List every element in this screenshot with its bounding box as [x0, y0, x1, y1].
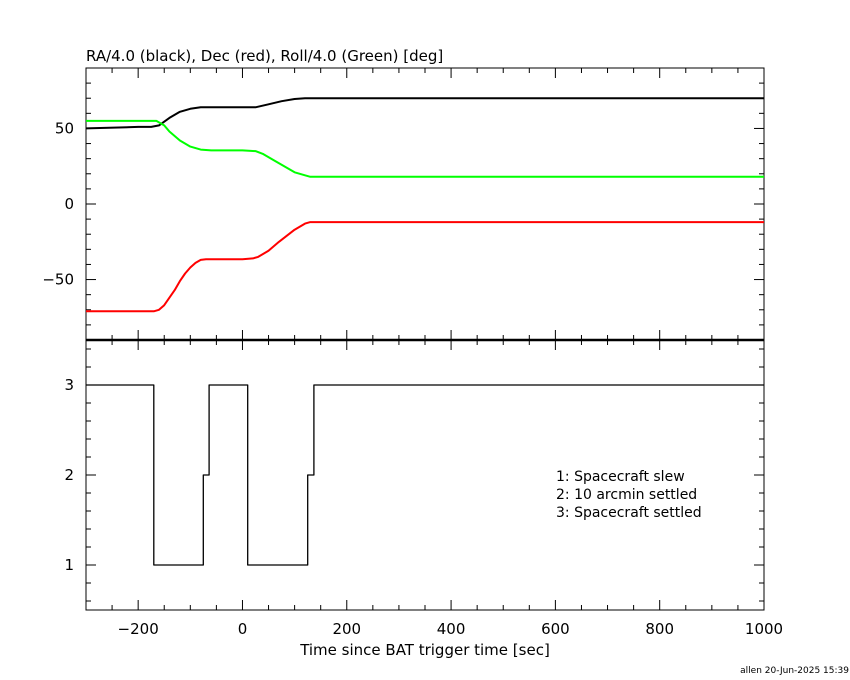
legend-line-slew: 1: Spacecraft slew — [556, 469, 685, 485]
attitude-panel: 50 0 −50 — [42, 67, 765, 341]
status-y-tick-label: 3 — [64, 376, 74, 394]
legend-line-10-arcmin: 2: 10 arcmin settled — [556, 487, 697, 503]
x-tick-label: 200 — [332, 620, 361, 638]
x-tick-label: 0 — [238, 620, 248, 638]
attitude-y-tick-label: 0 — [64, 195, 74, 213]
attitude-series-line-1 — [86, 221, 764, 313]
footer-credit: allen 20-Jun-2025 15:39 — [740, 666, 849, 676]
status-series-line-0 — [86, 384, 764, 566]
x-tick-label: 600 — [541, 620, 570, 638]
x-axis-label: Time since BAT trigger time [sec] — [299, 641, 550, 659]
status-y-tick-label: 2 — [64, 466, 74, 484]
attitude-y-tick-label: 50 — [55, 119, 74, 137]
chart-title: RA/4.0 (black), Dec (red), Roll/4.0 (Gre… — [86, 47, 443, 65]
status-y-tick-label: 1 — [64, 556, 74, 574]
legend-line-settled: 3: Spacecraft settled — [556, 505, 702, 521]
attitude-series-line-0 — [85, 97, 764, 130]
x-tick-label: 400 — [437, 620, 466, 638]
x-tick-label: 1000 — [745, 620, 783, 638]
x-tick-label: −200 — [118, 620, 159, 638]
x-tick-label: 800 — [645, 620, 674, 638]
attitude-y-tick-label: −50 — [42, 271, 74, 289]
attitude-series-line-2 — [86, 119, 764, 178]
